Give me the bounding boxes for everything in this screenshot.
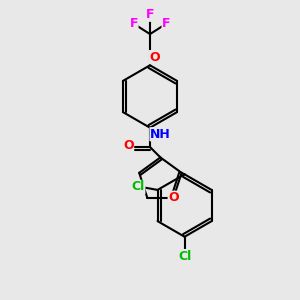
Text: NH: NH [150,128,171,141]
Text: F: F [146,8,154,21]
Text: F: F [129,17,138,30]
Text: F: F [162,17,171,30]
Text: Cl: Cl [178,250,191,262]
Text: O: O [168,191,179,204]
Text: O: O [149,51,160,64]
Text: O: O [123,139,134,152]
Text: Cl: Cl [132,181,145,194]
